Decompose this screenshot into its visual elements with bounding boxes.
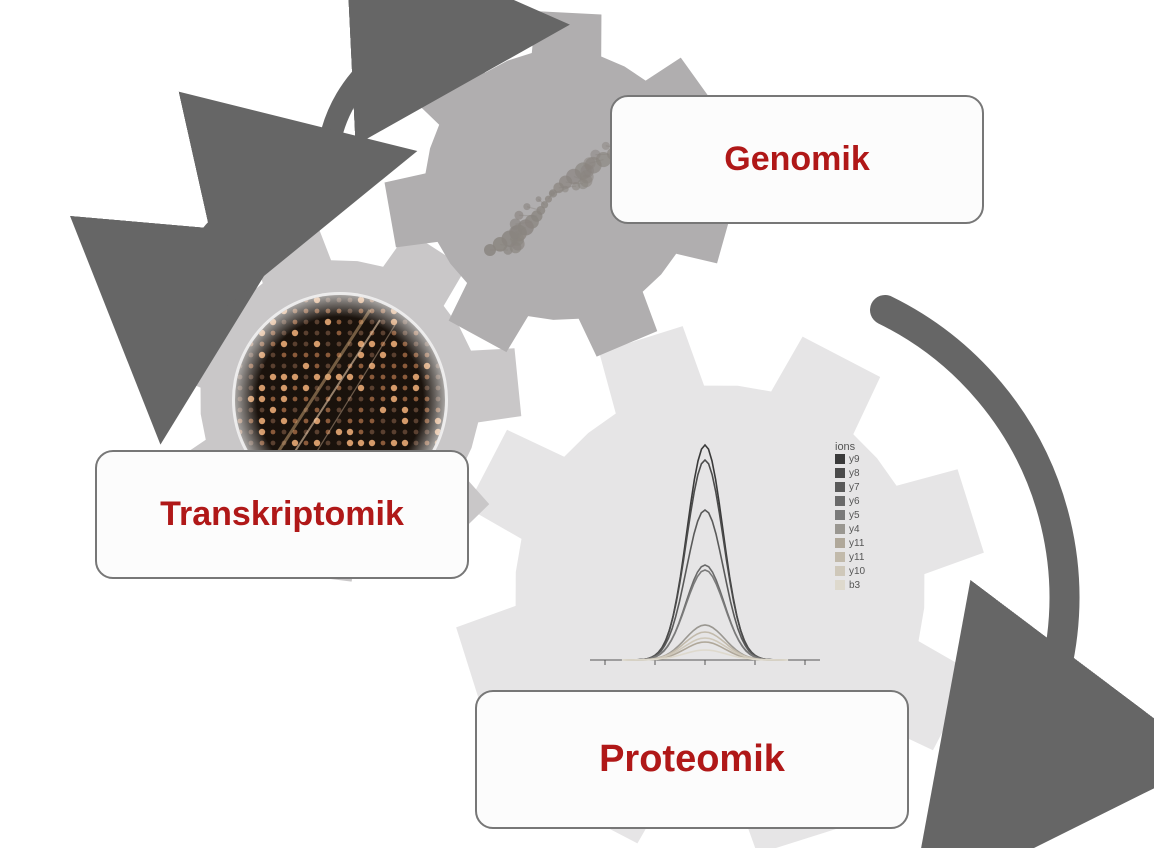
diagram-canvas: ionsy9y8y7y6y5y4y11y11y10b3 <box>0 0 1154 848</box>
label-transkriptomik: Transkriptomik <box>160 495 404 534</box>
label-box-proteomik: Proteomik <box>475 690 909 829</box>
label-box-genomik: Genomik <box>610 95 984 224</box>
label-genomik: Genomik <box>724 140 869 179</box>
label-proteomik: Proteomik <box>599 738 785 781</box>
label-box-transkriptomik: Transkriptomik <box>95 450 469 579</box>
